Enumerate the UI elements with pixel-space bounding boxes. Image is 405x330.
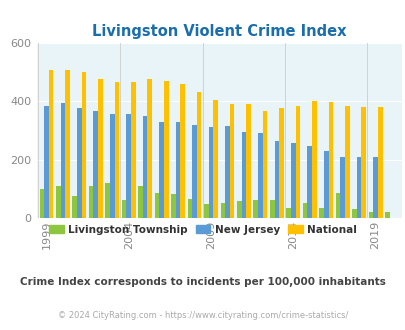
Bar [93, 112, 98, 218]
Bar [164, 81, 168, 218]
Bar [138, 186, 143, 218]
Bar [352, 209, 356, 218]
Bar [220, 203, 225, 218]
Bar [253, 200, 258, 218]
Bar [372, 156, 377, 218]
Bar [192, 124, 196, 218]
Bar [279, 109, 283, 218]
Bar [180, 84, 185, 218]
Bar [154, 193, 159, 218]
Bar [225, 126, 229, 218]
Bar [44, 106, 49, 218]
Bar [49, 70, 53, 218]
Bar [187, 199, 192, 218]
Bar [208, 127, 213, 218]
Bar [384, 212, 389, 218]
Bar [77, 109, 81, 218]
Bar [258, 133, 262, 218]
Bar [143, 116, 147, 218]
Bar [65, 70, 70, 218]
Bar [213, 100, 217, 218]
Bar [286, 208, 290, 218]
Text: © 2024 CityRating.com - https://www.cityrating.com/crime-statistics/: © 2024 CityRating.com - https://www.city… [58, 311, 347, 320]
Bar [295, 106, 299, 218]
Bar [262, 112, 266, 218]
Bar [56, 186, 60, 218]
Bar [114, 82, 119, 218]
Bar [237, 202, 241, 218]
Bar [368, 212, 372, 218]
Bar [339, 156, 344, 218]
Bar [323, 151, 328, 218]
Bar [269, 200, 274, 218]
Bar [360, 107, 365, 218]
Bar [147, 79, 152, 218]
Bar [328, 102, 333, 218]
Bar [159, 121, 164, 218]
Bar [98, 79, 102, 218]
Bar [245, 104, 250, 218]
Bar [229, 104, 234, 218]
Bar [131, 82, 135, 218]
Bar [356, 156, 360, 218]
Title: Livingston Violent Crime Index: Livingston Violent Crime Index [92, 24, 345, 39]
Bar [72, 196, 77, 218]
Bar [377, 107, 382, 218]
Bar [39, 189, 44, 218]
Bar [81, 72, 86, 218]
Bar [307, 147, 311, 218]
Legend: Livingston Township, New Jersey, National: Livingston Township, New Jersey, Nationa… [45, 221, 360, 239]
Text: Crime Index corresponds to incidents per 100,000 inhabitants: Crime Index corresponds to incidents per… [20, 277, 385, 287]
Bar [126, 114, 131, 218]
Bar [335, 193, 339, 218]
Bar [204, 204, 208, 218]
Bar [122, 200, 126, 218]
Bar [302, 203, 307, 218]
Bar [171, 194, 175, 218]
Bar [344, 106, 349, 218]
Bar [175, 121, 180, 218]
Bar [241, 132, 245, 218]
Bar [105, 183, 110, 218]
Bar [60, 103, 65, 218]
Bar [196, 92, 201, 218]
Bar [110, 114, 114, 218]
Bar [274, 141, 279, 218]
Bar [311, 101, 316, 218]
Bar [290, 143, 295, 218]
Bar [89, 186, 93, 218]
Bar [318, 208, 323, 218]
